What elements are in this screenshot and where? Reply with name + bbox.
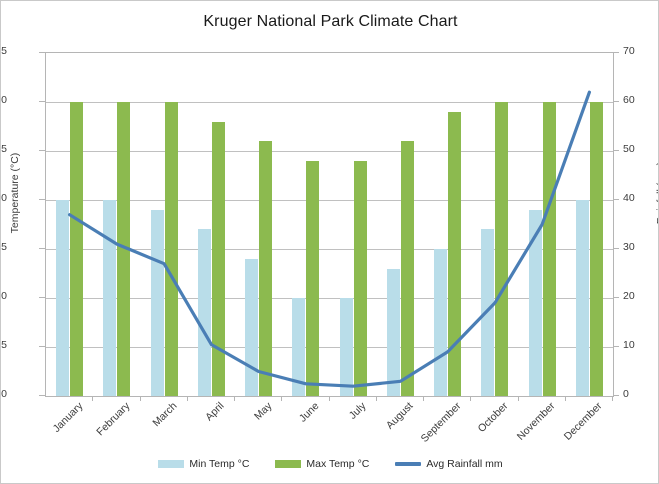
y-axis-left-tick-mark xyxy=(39,150,45,151)
bar-max-temp xyxy=(542,102,556,396)
x-axis-tick-mark xyxy=(517,396,519,401)
y-axis-left-tick-label: 5 xyxy=(1,339,7,351)
bar-max-temp xyxy=(448,111,462,396)
y-axis-right-tick-mark xyxy=(613,199,619,200)
rainfall-polyline xyxy=(68,90,592,388)
bar-max-temp xyxy=(164,102,178,396)
bar-min-temp xyxy=(103,200,117,396)
bar-min-temp xyxy=(386,268,400,396)
bar-max-temp xyxy=(117,102,131,396)
legend-swatch-icon xyxy=(275,460,302,468)
bar-min-temp xyxy=(245,258,259,396)
legend-label: Min Temp °C xyxy=(189,458,250,470)
y-axis-right-tick-label: 50 xyxy=(623,143,635,155)
bar-min-temp xyxy=(56,200,70,396)
gridline xyxy=(46,298,613,299)
chart-title: Kruger National Park Climate Chart xyxy=(203,13,458,30)
y-axis-right-tick-mark xyxy=(613,297,619,298)
bar-max-temp xyxy=(306,160,320,396)
y-axis-right-tick-label: 70 xyxy=(623,45,635,57)
y-axis-right-tick-label: 60 xyxy=(623,94,635,106)
bar-min-temp xyxy=(575,200,589,396)
x-axis-tick-mark xyxy=(328,396,330,401)
x-axis-tick-mark xyxy=(612,396,613,401)
bar-min-temp xyxy=(528,209,542,396)
legend-item[interactable]: Min Temp °C xyxy=(158,458,249,470)
x-axis-tick-mark xyxy=(470,396,472,401)
legend-item[interactable]: Max Temp °C xyxy=(275,458,369,470)
y-axis-right-tick-label: 20 xyxy=(623,290,635,302)
y-axis-right-tick-label: 40 xyxy=(623,192,635,204)
y-axis-left-tick-mark xyxy=(39,52,45,53)
y-axis-left-tick-label: 25 xyxy=(1,143,7,155)
y-axis-left-tick-mark xyxy=(39,297,45,298)
y-axis-left-tick-label: 20 xyxy=(1,192,7,204)
x-axis-tick-mark xyxy=(423,396,424,401)
bar-max-temp xyxy=(353,160,367,396)
chart-legend: Min Temp °C Max Temp °C Avg Rainfall mm xyxy=(1,458,658,470)
y-axis-left-tick-mark xyxy=(39,395,45,396)
legend-item[interactable]: Avg Rainfall mm xyxy=(395,458,503,470)
y-axis-left-tick-label: 15 xyxy=(1,241,7,253)
bar-max-temp xyxy=(495,102,509,396)
bar-max-temp xyxy=(259,141,273,396)
gridline xyxy=(46,151,613,152)
legend-label: Max Temp °C xyxy=(306,458,370,470)
legend-swatch-icon xyxy=(395,462,422,466)
x-axis-tick-mark xyxy=(139,396,141,401)
y-axis-left-tick-mark xyxy=(39,199,45,200)
x-axis-tick-mark xyxy=(186,396,188,401)
plot-area xyxy=(45,52,614,397)
y-axis-right-title: Rainfall (mm) xyxy=(655,161,659,225)
y-axis-left-tick-label: 30 xyxy=(1,94,7,106)
y-axis-right-tick-mark xyxy=(613,395,619,396)
y-axis-right-tick-mark xyxy=(613,150,619,151)
y-axis-left-tick-label: 10 xyxy=(1,290,7,302)
bar-min-temp xyxy=(481,229,495,396)
y-axis-left-tick-mark xyxy=(39,248,45,249)
x-axis-tick-mark xyxy=(564,396,566,401)
gridline xyxy=(46,200,613,201)
gridline xyxy=(46,102,613,103)
legend-label: Avg Rainfall mm xyxy=(426,458,503,470)
bar-min-temp xyxy=(150,209,164,396)
gridline xyxy=(46,347,613,348)
bar-min-temp xyxy=(339,298,353,396)
y-axis-left-tick-mark xyxy=(39,346,45,347)
x-axis-tick-mark xyxy=(281,396,283,401)
y-axis-right-tick-mark xyxy=(613,346,619,347)
y-axis-right-tick-label: 10 xyxy=(623,339,635,351)
y-axis-left-tick-mark xyxy=(39,101,45,102)
bar-max-temp xyxy=(589,102,603,396)
bar-max-temp xyxy=(400,141,414,396)
y-axis-left-tick-label: 0 xyxy=(1,388,7,400)
y-axis-right-tick-mark xyxy=(613,101,619,102)
legend-swatch-icon xyxy=(158,460,185,468)
x-axis-tick-mark xyxy=(375,396,377,401)
rainfall-line-series xyxy=(68,90,592,388)
y-axis-right-tick-mark xyxy=(613,52,619,53)
x-axis-tick-mark xyxy=(92,396,94,401)
y-axis-left-title: Temperature (°C) xyxy=(9,152,21,234)
y-axis-right-tick-label: 0 xyxy=(623,388,629,400)
x-axis-tick-label: January xyxy=(50,400,86,435)
bar-min-temp xyxy=(197,229,211,396)
y-axis-right-tick-label: 30 xyxy=(623,241,635,253)
bar-max-temp xyxy=(211,121,225,396)
y-axis-left-tick-label: 35 xyxy=(1,45,7,57)
bar-min-temp xyxy=(292,298,306,396)
gridline xyxy=(46,249,613,250)
bar-max-temp xyxy=(70,102,84,396)
y-axis-right-tick-mark xyxy=(613,248,619,249)
x-axis-tick-mark xyxy=(234,396,235,401)
